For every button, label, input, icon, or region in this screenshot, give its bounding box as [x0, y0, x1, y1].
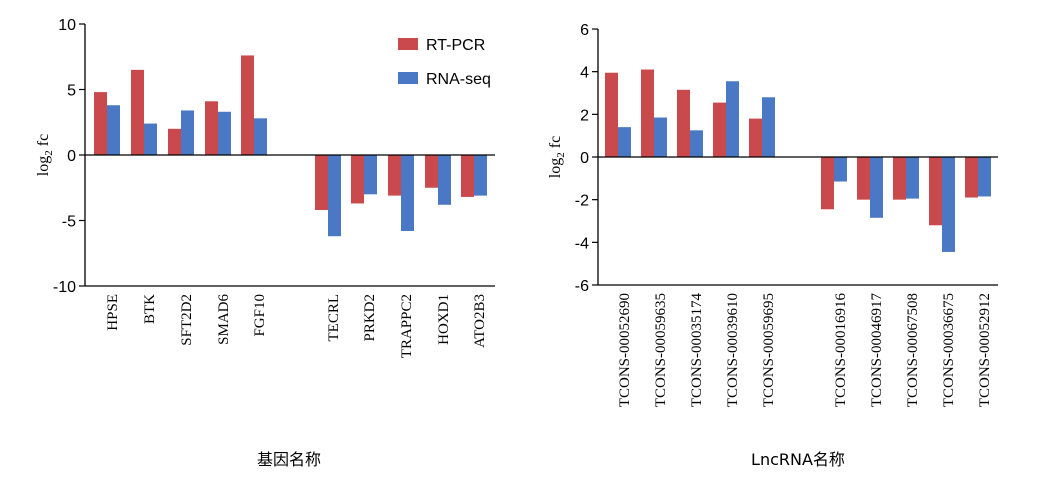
right-y-tick-label: -2: [575, 193, 589, 210]
left-category-label: BTK: [142, 294, 158, 324]
left-bar-rna-seq-trappc2: [401, 155, 414, 231]
left-bar-rna-seq-ato2b3: [474, 155, 487, 196]
left-y-ticks: 10 5 0 -5 -10: [53, 17, 85, 296]
right-bar-rna-seq-tcons-00052912: [978, 157, 991, 197]
right-bar-rt-pcr-tcons-00052912: [965, 157, 978, 198]
legend: RT-PCR RNA-seq: [398, 37, 491, 88]
right-category-label: TCONS-00046917: [869, 293, 885, 408]
right-y-tick-label: 2: [580, 107, 589, 124]
left-bar-rna-seq-btk: [144, 123, 157, 155]
right-bar-rt-pcr-tcons-00067508: [893, 157, 906, 200]
left-bar-rt-pcr-sft2d2: [168, 128, 181, 155]
right-x-axis-label: LncRNA名称: [751, 450, 845, 469]
right-category-label: TCONS-00052690: [617, 293, 633, 407]
legend-label-rt-pcr: RT-PCR: [426, 37, 485, 54]
right-bar-rna-seq-tcons-00067508: [906, 157, 919, 199]
right-y-axis-label: log2 fc: [547, 136, 567, 178]
left-category-label: FGF10: [252, 294, 268, 337]
right-bar-rna-seq-tcons-00052690: [618, 127, 631, 157]
right-bar-rna-seq-tcons-00046917: [870, 157, 883, 218]
left-bar-rna-seq-prkd2: [364, 155, 377, 195]
right-y-tick-label: 0: [580, 150, 589, 167]
right-category-label: TCONS-00016916: [833, 293, 849, 408]
left-bar-rt-pcr-btk: [131, 69, 144, 155]
left-bar-rt-pcr-prkd2: [351, 155, 364, 204]
right-category-label: TCONS-00059695: [761, 293, 777, 407]
left-bar-rt-pcr-hpse: [94, 92, 107, 155]
right-bar-rna-seq-tcons-00039610: [726, 81, 739, 157]
right-y-tick-label: 6: [580, 22, 589, 39]
left-category-label: PRKD2: [362, 294, 378, 342]
left-bar-rt-pcr-fgf10: [241, 55, 254, 155]
left-y-axis-label: log2 fc: [35, 134, 55, 176]
right-y-tick-label: -4: [575, 235, 589, 252]
right-category-label: TCONS-00035174: [689, 293, 705, 408]
right-bar-rna-seq-tcons-00059635: [654, 117, 667, 157]
legend-swatch-rt-pcr: [398, 38, 418, 50]
right-bar-rt-pcr-tcons-00016916: [821, 157, 834, 210]
left-category-label: SMAD6: [216, 294, 232, 345]
right-category-label: TCONS-00036675: [941, 293, 957, 407]
right-bar-rna-seq-tcons-00035174: [690, 130, 703, 157]
left-bar-rna-seq-hoxd1: [438, 155, 451, 205]
left-bar-rt-pcr-smad6: [205, 101, 218, 155]
right-category-labels: TCONS-00052690 TCONS-00059635 TCONS-000351…: [617, 293, 993, 408]
left-category-label: TECRL: [326, 294, 342, 342]
right-y-ticks: 6 4 2 0 -2 -4 -6: [575, 22, 598, 295]
right-bar-rt-pcr-tcons-00059695: [749, 118, 762, 157]
left-bar-rna-seq-hpse: [107, 105, 120, 155]
legend-swatch-rna-seq: [398, 72, 418, 84]
left-bar-rna-seq-tecrl: [328, 155, 341, 237]
left-category-label: SFT2D2: [179, 294, 195, 346]
left-y-tick-label: -5: [62, 214, 76, 231]
left-category-label: ATO2B3: [472, 294, 488, 348]
right-bars: [605, 69, 991, 252]
right-bar-rt-pcr-tcons-00035174: [677, 89, 690, 157]
legend-label-rna-seq: RNA-seq: [426, 71, 491, 88]
right-category-label: TCONS-00039610: [725, 293, 741, 407]
left-bar-rt-pcr-ato2b3: [461, 155, 474, 197]
left-x-axis-label: 基因名称: [257, 450, 321, 469]
left-y-tick-label: 0: [67, 148, 76, 165]
right-bar-rna-seq-tcons-00016916: [834, 157, 847, 182]
left-bar-rt-pcr-tecrl: [315, 155, 328, 211]
left-bar-rna-seq-sft2d2: [181, 110, 194, 155]
right-bar-rt-pcr-tcons-00052690: [605, 72, 618, 157]
left-category-label: HOXD1: [436, 294, 452, 345]
right-category-label: TCONS-00052912: [977, 293, 993, 407]
left-bar-rt-pcr-trappc2: [388, 155, 401, 196]
right-category-label: TCONS-00059635: [653, 293, 669, 407]
right-y-tick-label: -6: [575, 278, 589, 295]
right-bar-rna-seq-tcons-00059695: [762, 97, 775, 157]
right-bar-rt-pcr-tcons-00046917: [857, 157, 870, 200]
chart-gene-expression: 10 5 0 -5 -10 HPSE BTK SFT2D2 SMAD6 FGF10 TECRL PR…: [35, 17, 495, 469]
left-bar-rna-seq-smad6: [218, 111, 231, 155]
right-bar-rt-pcr-tcons-00059635: [641, 69, 654, 157]
left-bar-rt-pcr-hoxd1: [425, 155, 438, 188]
right-bar-rt-pcr-tcons-00036675: [929, 157, 942, 226]
left-category-labels: HPSE BTK SFT2D2 SMAD6 FGF10 TECRL PRKD2 TRAPPC2…: [105, 294, 488, 359]
left-y-tick-label: -10: [53, 279, 76, 296]
right-bar-rna-seq-tcons-00036675: [942, 157, 955, 252]
right-bar-rt-pcr-tcons-00039610: [713, 102, 726, 157]
left-y-tick-label: 5: [67, 83, 76, 100]
left-category-label: HPSE: [105, 294, 121, 331]
left-category-label: TRAPPC2: [399, 294, 415, 358]
left-bar-rna-seq-fgf10: [254, 118, 267, 155]
left-bars: [94, 55, 487, 237]
right-y-tick-label: 4: [580, 65, 589, 82]
right-category-label: TCONS-00067508: [905, 293, 921, 407]
left-y-tick-label: 10: [58, 17, 76, 34]
